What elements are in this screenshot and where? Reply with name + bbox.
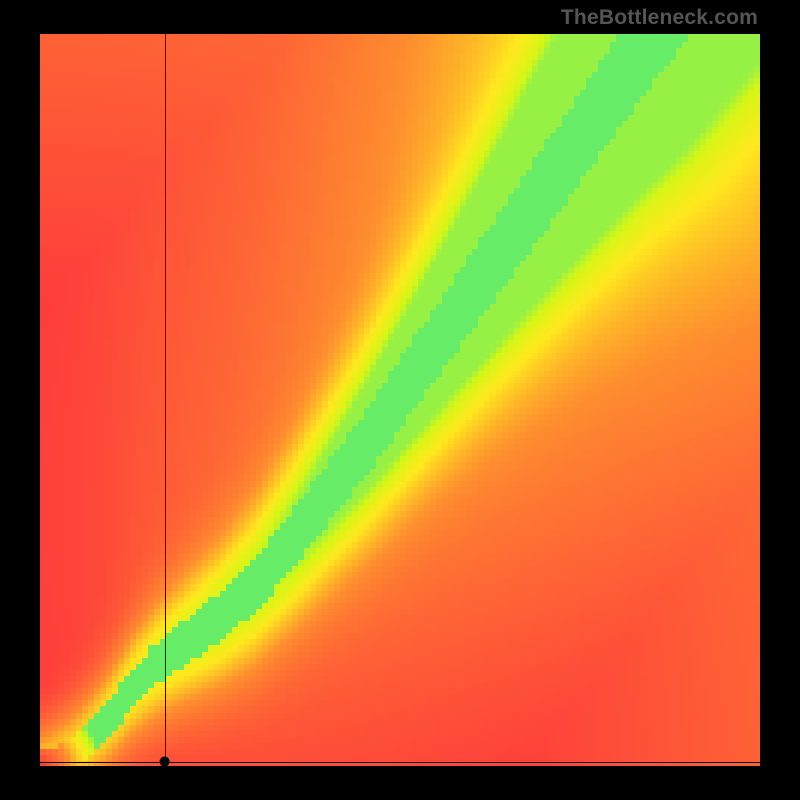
chart-frame: { "watermark": { "text": "TheBottleneck.… — [0, 0, 800, 800]
watermark-text: TheBottleneck.com — [561, 6, 758, 30]
heatmap-canvas — [40, 34, 760, 766]
heatmap-container — [40, 34, 760, 766]
